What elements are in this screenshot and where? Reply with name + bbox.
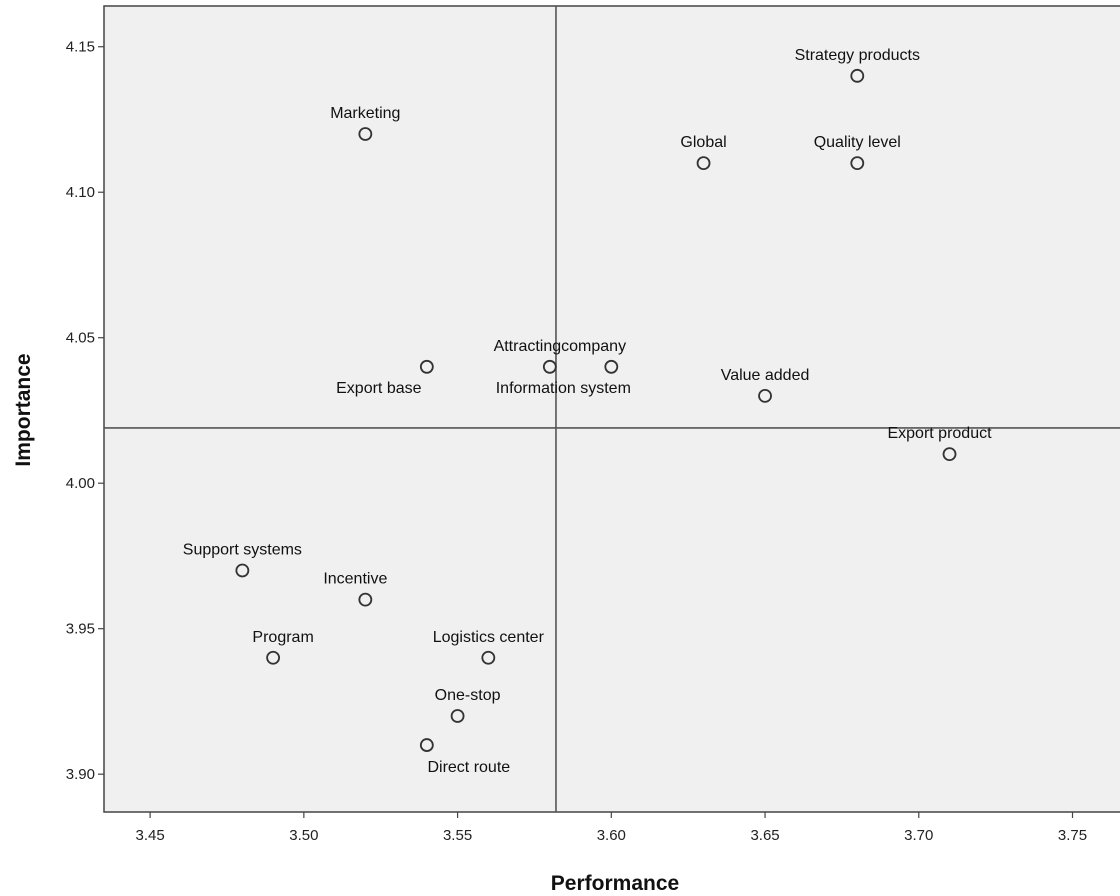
data-point [850,68,865,83]
data-point [850,156,865,171]
data-point [942,447,957,462]
data-point [358,127,373,141]
data-point-label: Global [680,134,726,151]
x-tick-label: 3.70 [904,827,933,844]
data-point-label: Attractingcompany [494,338,627,355]
data-point [235,563,250,578]
x-axis-title: Performance [551,872,679,895]
x-tick-label: 3.55 [443,827,472,844]
data-point [450,709,465,723]
data-points: Strategy products Marketing Global Quality … [183,47,992,776]
plot-area [103,5,1120,813]
data-point-label: Value added [721,367,810,384]
x-tick-label: 3.75 [1058,827,1087,844]
data-point-label: Support systems [183,541,302,558]
reference-lines [104,6,1120,812]
y-tick-label: 4.15 [66,39,95,56]
data-point-label: Strategy products [795,47,920,64]
y-tick-label: 4.10 [66,184,95,201]
y-axis: 3.90 3.95 4.00 4.05 4.10 4.15 [66,39,104,783]
data-point-label: Marketing [330,105,400,122]
data-point [358,592,373,607]
data-point-label: Export base [336,380,421,397]
data-point [266,650,281,665]
data-point-label: Incentive [323,571,387,588]
data-point [604,359,619,374]
data-point [758,389,772,403]
data-point-label: Information system [496,380,631,397]
x-tick-label: 3.60 [597,827,626,844]
x-tick-label: 3.65 [750,827,779,844]
x-axis: 3.45 3.50 3.55 3.60 3.65 3.70 3.75 [136,812,1087,844]
y-tick-label: 3.95 [66,621,95,638]
y-tick-label: 3.90 [66,766,95,783]
data-point [542,359,557,374]
data-point-label: Program [252,629,313,646]
y-tick-label: 4.00 [66,475,95,492]
data-point-label: Quality level [814,134,901,151]
data-point-label: One-stop [435,687,501,704]
data-point-label: Direct route [427,759,510,776]
data-point [481,650,496,665]
x-tick-label: 3.50 [289,827,318,844]
data-point-label: Export product [887,425,992,442]
y-tick-label: 4.05 [66,330,95,347]
y-axis-title: Importance [12,353,35,466]
data-point [419,359,434,374]
x-tick-label: 3.45 [136,827,165,844]
data-point [419,738,434,752]
data-point [696,156,711,171]
data-point-label: Logistics center [433,629,545,646]
